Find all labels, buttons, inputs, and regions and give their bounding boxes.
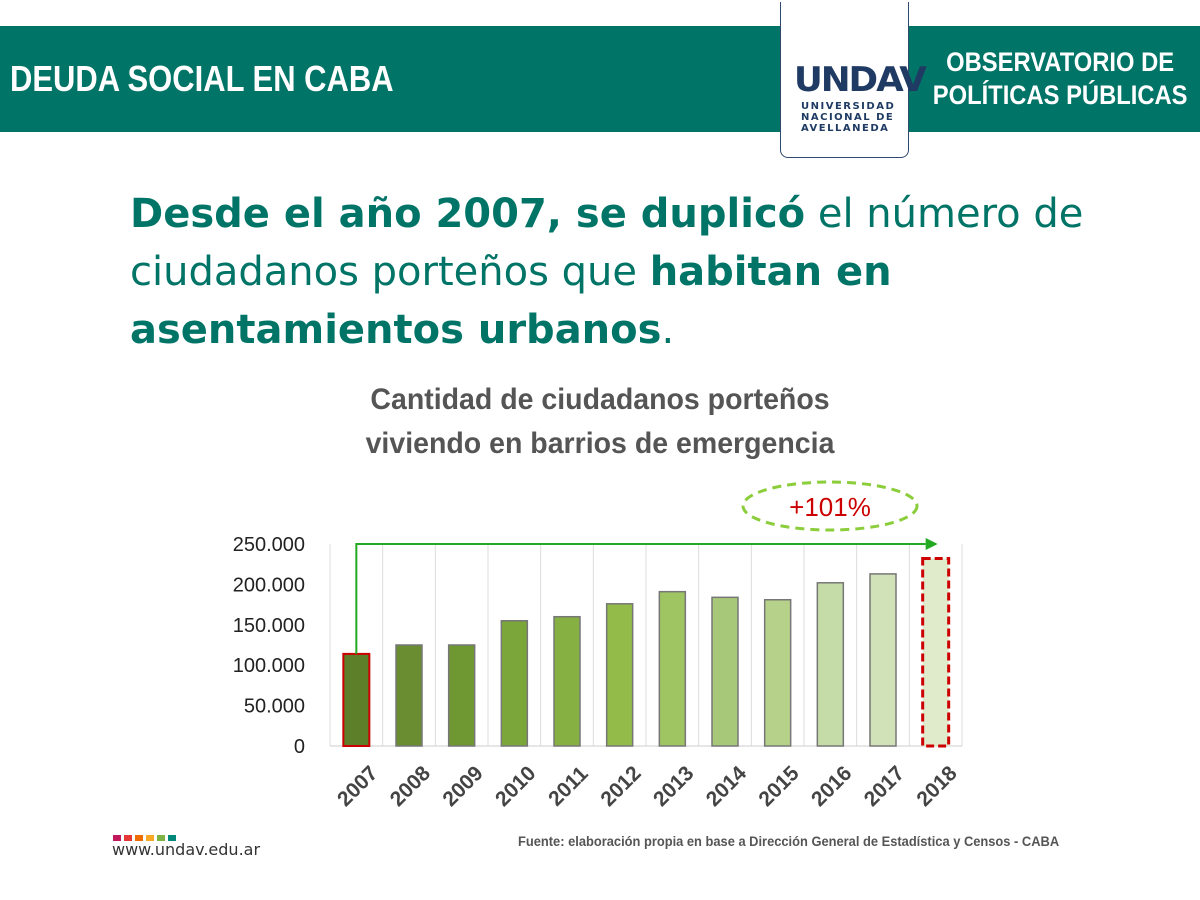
growth-arrow-line (355, 543, 926, 654)
logo-text: UNIVERSIDAD NACIONAL DE AVELLANEDA (801, 101, 895, 134)
footer-url[interactable]: www.undav.edu.ar (112, 840, 261, 859)
x-tick-label: 2007 (333, 762, 382, 811)
bar-2009 (447, 644, 476, 747)
observatorio-label: OBSERVATORIO DE POLÍTICAS PÚBLICAS (933, 46, 1188, 112)
x-tick-label: 2017 (860, 762, 909, 811)
bar-2010 (500, 620, 529, 747)
bar-2014 (711, 596, 739, 747)
annotation-ellipse (741, 480, 919, 532)
bar-2017 (869, 573, 897, 747)
headline-part-2: el número de ciudadanos porteños que (130, 191, 1084, 295)
chart-title-line-1: Cantidad de ciudadanos porteños (370, 383, 830, 416)
x-tick-label: 2012 (596, 762, 645, 811)
x-tick-label: 2018 (912, 762, 962, 812)
logo-text-line-2: NACIONAL DE (801, 112, 895, 123)
headline-part-1: Desde el año 2007, se duplicó (130, 191, 806, 237)
growth-arrow-head (925, 538, 938, 550)
headline: Desde el año 2007, se duplicó el número … (130, 185, 1130, 359)
y-tick-label: 250.000 (233, 534, 305, 556)
bar-2012 (605, 603, 634, 747)
observatorio-line-1: OBSERVATORIO DE (946, 47, 1175, 77)
color-dot (146, 835, 154, 841)
color-dot (124, 835, 132, 841)
bar-2018 (921, 557, 951, 748)
y-tick-label: 150.000 (233, 615, 305, 637)
bar-2008 (395, 644, 423, 747)
x-tick-label: 2016 (807, 762, 856, 811)
chart-title-line-2: viviendo en barrios de emergencia (365, 427, 835, 460)
y-tick-label: 50.000 (244, 696, 305, 718)
x-tick-label: 2015 (754, 762, 804, 812)
color-dot (135, 835, 143, 841)
color-dots (113, 828, 179, 846)
logo-text-line-1: UNIVERSIDAD (801, 101, 896, 112)
undav-logo: UNDAV UNIVERSIDAD NACIONAL DE AVELLANEDA (780, 2, 927, 158)
y-tick-label: 0 (294, 736, 305, 758)
page-title: DEUDA SOCIAL EN CABA (10, 58, 394, 99)
headline-part-3: habitan en asentamientos urbanos (130, 249, 892, 353)
bar-2013 (658, 590, 687, 747)
x-tick-label: 2009 (438, 762, 487, 811)
logo-text-line-3: AVELLANEDA (801, 123, 890, 134)
x-tick-label: 2011 (544, 762, 593, 811)
chart-title: Cantidad de ciudadanos porteños viviendo… (315, 378, 885, 466)
header-band (0, 26, 1200, 132)
color-dot (157, 835, 165, 841)
bar-2016 (816, 582, 845, 747)
bar-2007 (342, 652, 371, 747)
color-dot (168, 835, 176, 841)
annotation-label: +101% (789, 492, 871, 522)
x-tick-label: 2013 (649, 762, 698, 811)
x-tick-label: 2008 (386, 762, 436, 812)
x-tick-label: 2014 (702, 762, 752, 812)
x-tick-label: 2010 (491, 762, 540, 811)
y-tick-label: 100.000 (233, 655, 305, 677)
bar-2015 (763, 599, 792, 747)
y-tick-label: 200.000 (233, 574, 305, 596)
headline-part-4: . (661, 307, 675, 353)
logo-mark: UNDAV (793, 60, 927, 100)
observatorio-line-2: POLÍTICAS PÚBLICAS (933, 80, 1188, 110)
bar-2011 (553, 615, 581, 747)
color-dot (113, 835, 121, 841)
source-note: Fuente: elaboración propia en base a Dir… (518, 833, 1060, 849)
